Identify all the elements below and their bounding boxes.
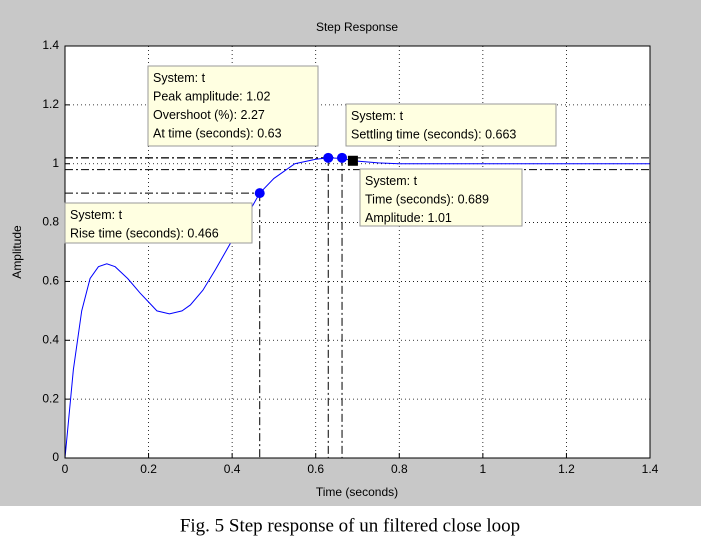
y-tick-label: 0.8 [42, 215, 59, 229]
datatip-text: System: t [153, 71, 206, 85]
data-marker [323, 152, 334, 163]
datatip-box [147, 65, 319, 147]
y-tick-label: 1.2 [42, 97, 59, 111]
x-axis-label: Time (seconds) [316, 485, 398, 499]
x-tick-label: 0.8 [391, 462, 408, 476]
datatip-box [345, 103, 557, 147]
datatip-text: System: t [365, 174, 418, 188]
y-tick-label: 0.2 [42, 391, 59, 405]
x-tick-label: 0.4 [224, 462, 241, 476]
x-tick-label: 1 [480, 462, 487, 476]
x-tick-label: 1.4 [642, 462, 659, 476]
datatip-text: System: t [70, 208, 123, 222]
chart-title: Step Response [316, 20, 398, 34]
datatip-text: Rise time (seconds): 0.466 [70, 227, 219, 241]
datatip-box [359, 168, 523, 227]
datatip-text: Time (seconds): 0.689 [365, 193, 489, 207]
caption: Fig. 5 Step response of un filtered clos… [180, 515, 520, 536]
x-tick-label: 1.2 [558, 462, 575, 476]
datatip-text: At time (seconds): 0.63 [153, 127, 282, 141]
x-tick-label: 0.2 [140, 462, 157, 476]
data-marker [337, 152, 348, 163]
plot-border [64, 45, 651, 459]
datatip-text: Amplitude: 1.01 [365, 211, 452, 225]
y-axis-label: Amplitude [10, 225, 24, 279]
y-tick-label: 0.4 [42, 332, 59, 346]
datatip-text: Peak amplitude: 1.02 [153, 90, 270, 104]
data-marker [347, 155, 358, 166]
y-tick-label: 1 [52, 156, 59, 170]
y-tick-label: 1.4 [42, 38, 59, 52]
datatip-text: Overshoot (%): 2.27 [153, 108, 265, 122]
x-tick-label: 0.6 [307, 462, 324, 476]
data-marker [254, 188, 265, 199]
datatip-box [64, 202, 253, 244]
y-tick-label: 0 [52, 450, 59, 464]
datatip-text: System: t [351, 109, 404, 123]
datatip-text: Settling time (seconds): 0.663 [351, 128, 516, 142]
y-tick-label: 0.6 [42, 274, 59, 288]
x-tick-label: 0 [62, 462, 69, 476]
